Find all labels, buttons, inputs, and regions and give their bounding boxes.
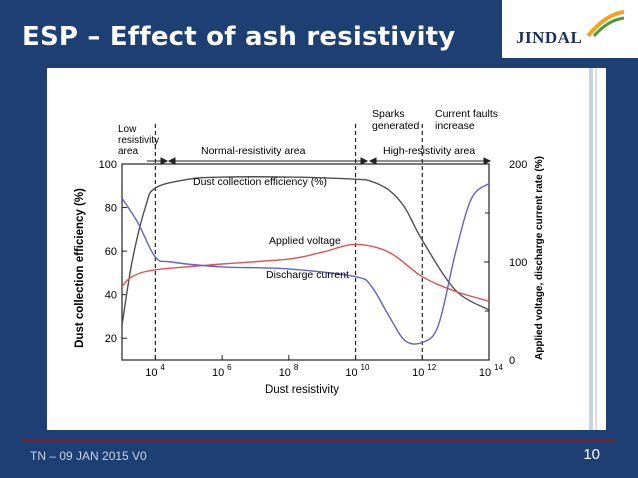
chart-figure: 100 80 60 40 20 200 100 0 10 4 10 6 10 8 10 10 10 12 10 1… xyxy=(47,68,606,430)
x-tick-exponent: 6 xyxy=(227,363,232,372)
scan-edge-2 xyxy=(595,68,597,430)
x-tick-label: 10 xyxy=(345,367,357,379)
x-axis: 10 4 10 6 10 8 10 10 10 12 10 14 xyxy=(145,355,503,379)
footer-divider xyxy=(22,440,616,441)
marker-label-faults-1: Current faults xyxy=(435,108,498,120)
right-axis: 200 100 0 xyxy=(484,159,527,367)
right-tick-label: 0 xyxy=(509,355,515,367)
jindal-logo: JINDAL xyxy=(502,0,638,58)
left-tick-label: 80 xyxy=(105,203,117,215)
x-tick-label: 10 xyxy=(412,367,424,379)
logo-swoosh-icon xyxy=(586,10,625,38)
left-tick-label: 20 xyxy=(105,333,117,345)
left-tick-label: 60 xyxy=(105,246,117,258)
left-tick-label: 40 xyxy=(105,290,117,302)
plot-frame xyxy=(121,163,490,361)
x-tick-exponent: 12 xyxy=(427,363,436,372)
x-tick-exponent: 4 xyxy=(160,363,165,372)
series-line-1 xyxy=(121,243,490,302)
right-tick-label: 100 xyxy=(509,257,527,269)
region-arrows xyxy=(147,157,492,165)
x-tick-exponent: 14 xyxy=(494,363,503,372)
left-axis-title: Dust collection efficiency (%) xyxy=(74,188,86,348)
marker-label-faults-2: increase xyxy=(435,120,475,132)
x-tick-label: 10 xyxy=(279,367,291,379)
series-line-0 xyxy=(121,176,490,326)
x-tick-label: 10 xyxy=(212,367,224,379)
x-tick-label: 10 xyxy=(145,367,157,379)
left-axis: 100 80 60 40 20 xyxy=(99,159,127,345)
page-number: 10 xyxy=(583,446,600,463)
footer-text: TN – 09 JAN 2015 V0 xyxy=(30,449,147,463)
annotation-current: Discharge current xyxy=(266,269,349,281)
region-markers xyxy=(154,124,423,360)
region-label-low-3: area xyxy=(118,146,138,157)
series-lines xyxy=(121,176,490,345)
slide-title: ESP – Effect of ash resistivity xyxy=(22,22,456,52)
region-label-low-2: resistivity xyxy=(118,135,159,146)
annotation-voltage: Applied voltage xyxy=(269,235,341,247)
scan-edge xyxy=(589,68,593,430)
marker-label-sparks-2: generated xyxy=(372,120,419,132)
x-tick-exponent: 8 xyxy=(294,363,299,372)
right-axis-title: Applied voltage, discharge current rate … xyxy=(534,156,545,360)
region-label-high: High-resistivity area xyxy=(383,145,475,157)
x-tick-label: 10 xyxy=(479,367,491,379)
right-tick-label: 200 xyxy=(509,159,527,171)
x-tick-exponent: 10 xyxy=(361,363,370,372)
x-axis-title: Dust resistivity xyxy=(265,384,339,396)
region-label-normal: Normal-resistivity area xyxy=(201,145,306,157)
series-line-2 xyxy=(121,183,490,345)
left-tick-label: 100 xyxy=(99,159,117,171)
marker-label-sparks-1: Sparks xyxy=(372,108,405,120)
region-label-low-1: Low xyxy=(118,124,137,135)
logo-text: JINDAL xyxy=(516,28,583,47)
annotation-efficiency: Dust collection efficiency (%) xyxy=(193,176,327,188)
